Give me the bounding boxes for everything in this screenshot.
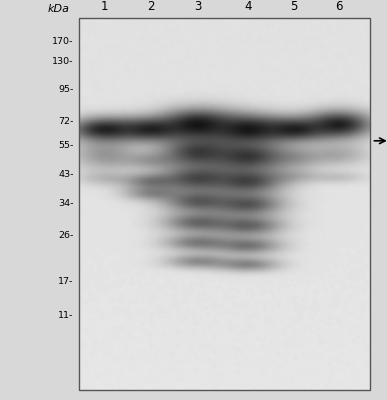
Text: 1: 1 <box>101 0 108 13</box>
Text: 55-: 55- <box>58 142 74 150</box>
Text: 26-: 26- <box>58 232 74 240</box>
Text: 4: 4 <box>244 0 252 13</box>
Text: 17-: 17- <box>58 278 74 286</box>
Text: 43-: 43- <box>58 170 74 178</box>
Text: 170-: 170- <box>52 38 74 46</box>
Text: 72-: 72- <box>58 118 74 126</box>
Text: 95-: 95- <box>58 86 74 94</box>
Text: 3: 3 <box>194 0 201 13</box>
Text: 2: 2 <box>147 0 155 13</box>
Text: 6: 6 <box>335 0 342 13</box>
Text: kDa: kDa <box>48 4 70 14</box>
Text: 11-: 11- <box>58 312 74 320</box>
Text: 5: 5 <box>290 0 298 13</box>
Text: 34-: 34- <box>58 200 74 208</box>
Text: 130-: 130- <box>52 58 74 66</box>
